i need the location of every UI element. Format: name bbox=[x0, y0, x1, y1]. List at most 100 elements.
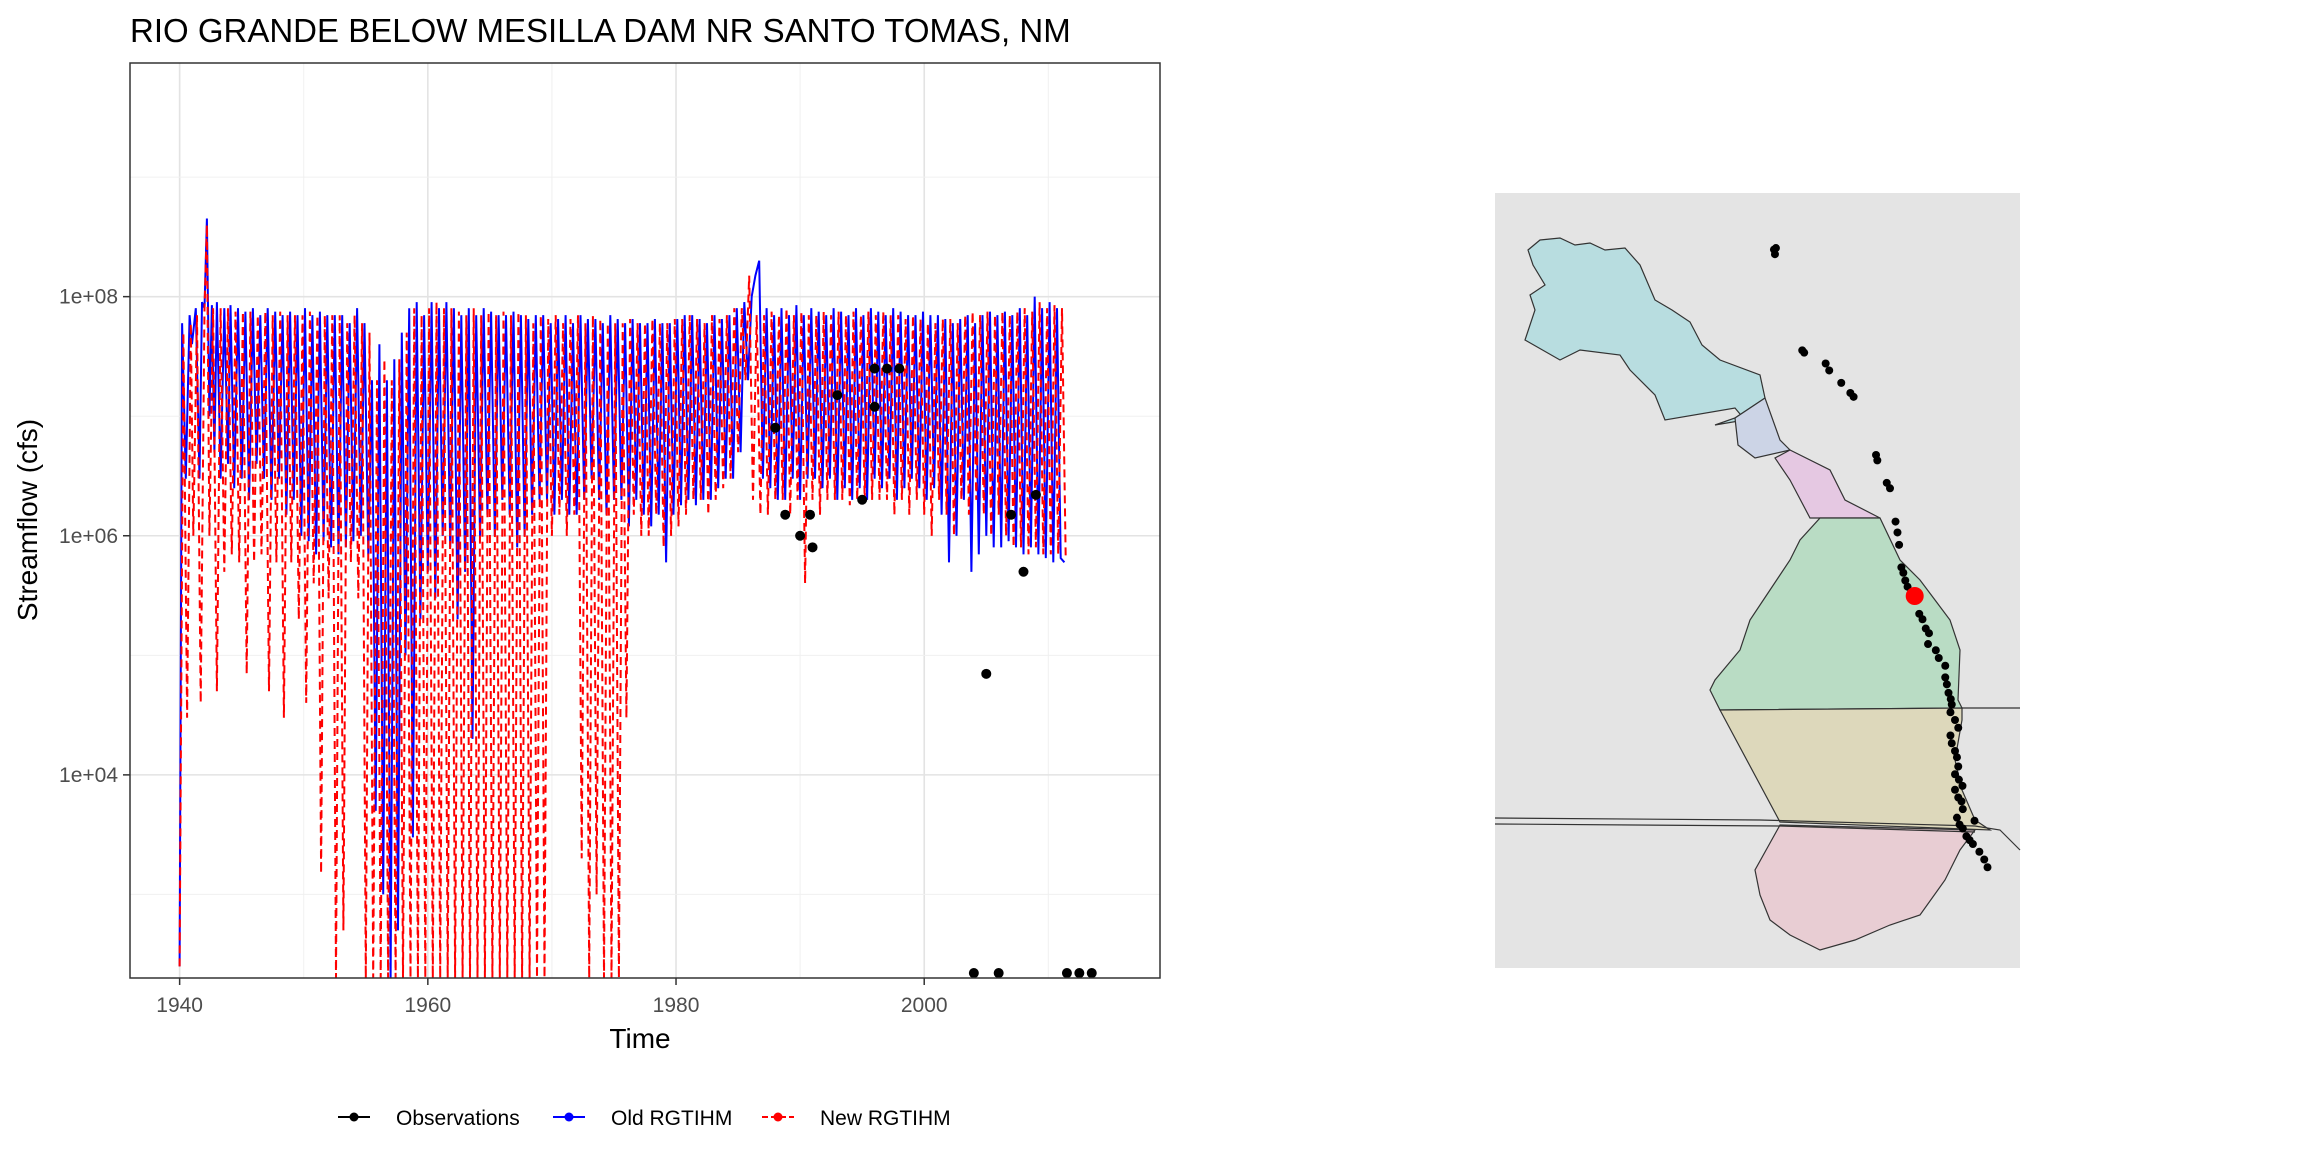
series-new-rgtihm-line bbox=[178, 224, 1067, 978]
map-point bbox=[1954, 775, 1963, 784]
y-axis-label: Streamflow (cfs) bbox=[12, 419, 43, 621]
observation-point bbox=[857, 494, 868, 505]
map-state-line bbox=[1494, 817, 2021, 851]
map-point bbox=[1893, 528, 1902, 537]
map-state-line-2 bbox=[1494, 823, 1976, 833]
map-point bbox=[1944, 688, 1953, 697]
legend: Observations Old RGTIHM New RGTIHM bbox=[338, 1107, 951, 1130]
observation-point bbox=[1061, 968, 1072, 978]
legend-key-point bbox=[564, 1112, 574, 1122]
x-axis-label: Time bbox=[609, 1023, 670, 1054]
map-point bbox=[1886, 484, 1894, 493]
legend-key-point bbox=[773, 1112, 783, 1122]
y-axis: 1e+04 1e+06 1e+08 bbox=[59, 286, 130, 787]
map-point bbox=[1951, 716, 1959, 724]
legend-item-new: New RGTIHM bbox=[762, 1107, 951, 1130]
observation-point bbox=[1030, 489, 1041, 500]
observation-point bbox=[1006, 509, 1017, 520]
map-point bbox=[1941, 673, 1950, 682]
series-layer bbox=[178, 218, 1097, 978]
map-point bbox=[1837, 378, 1846, 387]
legend-item-old: Old RGTIHM bbox=[553, 1107, 732, 1130]
series-observations bbox=[770, 363, 1097, 978]
map-point bbox=[1771, 244, 1780, 253]
map-point bbox=[1947, 739, 1956, 748]
map-zone-southern-tip bbox=[1754, 824, 1977, 951]
map-point bbox=[1942, 680, 1951, 689]
x-tick-label: 2000 bbox=[901, 994, 948, 1017]
observation-point bbox=[1018, 566, 1029, 577]
legend-item-obs: Observations bbox=[338, 1107, 520, 1130]
observation-point bbox=[869, 363, 880, 374]
map-point bbox=[1849, 392, 1858, 401]
map-point bbox=[1899, 568, 1908, 577]
plot-panel bbox=[129, 62, 1161, 979]
map-point bbox=[1954, 762, 1963, 771]
map-point bbox=[1951, 785, 1959, 794]
observation-point bbox=[993, 968, 1004, 978]
map-point bbox=[1946, 731, 1955, 740]
map-point bbox=[1770, 250, 1779, 259]
observation-point bbox=[1086, 968, 1097, 978]
map-points bbox=[1769, 244, 1992, 872]
map-point bbox=[1970, 816, 1979, 825]
observation-point bbox=[780, 509, 791, 520]
map-point bbox=[1952, 813, 1961, 822]
map-zone-south bbox=[1719, 707, 1993, 831]
observation-point bbox=[807, 542, 818, 553]
map-point bbox=[1957, 797, 1966, 806]
observation-point bbox=[770, 422, 781, 433]
map-point bbox=[1975, 847, 1984, 856]
x-tick-label: 1980 bbox=[653, 994, 700, 1017]
map-point bbox=[1873, 456, 1882, 465]
observation-point bbox=[832, 390, 843, 401]
observation-point bbox=[1074, 968, 1085, 978]
map-point bbox=[1958, 805, 1967, 814]
x-axis: 1940 1960 1980 2000 bbox=[156, 978, 948, 1017]
map-panel bbox=[1494, 193, 2021, 968]
legend-key-point bbox=[349, 1112, 359, 1122]
map-point bbox=[1825, 366, 1834, 375]
legend-label: Observations bbox=[396, 1107, 520, 1130]
map-point bbox=[1821, 359, 1830, 368]
panel-border bbox=[129, 62, 1161, 979]
observation-point bbox=[795, 530, 806, 541]
observation-point bbox=[894, 363, 905, 374]
x-tick-label: 1940 bbox=[156, 994, 203, 1017]
map-point bbox=[1980, 855, 1989, 864]
legend-label: New RGTIHM bbox=[820, 1107, 951, 1130]
observation-point bbox=[981, 668, 992, 679]
map-point bbox=[1947, 700, 1956, 709]
map-point bbox=[1946, 708, 1955, 717]
map-point bbox=[1931, 646, 1940, 655]
map-zone-north bbox=[1524, 237, 1766, 426]
map-point bbox=[1924, 640, 1933, 649]
map-point bbox=[1901, 576, 1910, 585]
map-point bbox=[1968, 840, 1977, 848]
map-point bbox=[1958, 781, 1967, 790]
y-tick-label: 1e+06 bbox=[59, 525, 118, 548]
observation-point bbox=[968, 968, 979, 978]
map-point bbox=[1925, 629, 1933, 638]
map-point bbox=[1934, 654, 1943, 662]
observation-point bbox=[869, 401, 880, 412]
map-highlight-point bbox=[1905, 587, 1924, 605]
map-point bbox=[1983, 863, 1992, 872]
y-tick-label: 1e+04 bbox=[59, 764, 118, 787]
map-point bbox=[1895, 540, 1904, 549]
grid-lines bbox=[130, 63, 1160, 978]
y-tick-label: 1e+08 bbox=[59, 286, 118, 309]
map-point bbox=[1941, 661, 1950, 670]
legend-label: Old RGTIHM bbox=[611, 1107, 732, 1130]
map-point bbox=[1958, 824, 1967, 833]
observation-point bbox=[881, 363, 892, 374]
observation-point bbox=[805, 509, 816, 520]
map-point bbox=[1952, 753, 1961, 762]
chart-title: RIO GRANDE BELOW MESILLA DAM NR SANTO TO… bbox=[130, 12, 1071, 49]
map-point bbox=[1918, 615, 1927, 624]
map-point bbox=[1951, 747, 1959, 755]
map-point bbox=[1954, 723, 1963, 732]
map-point bbox=[1800, 348, 1809, 357]
